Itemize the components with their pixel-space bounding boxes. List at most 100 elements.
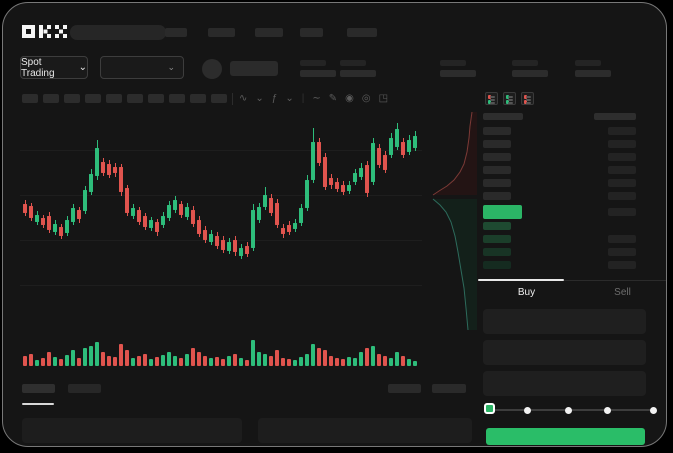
top-nav-item[interactable] bbox=[300, 28, 323, 37]
amount-slider-handle[interactable] bbox=[484, 403, 495, 414]
volume-bar bbox=[353, 358, 357, 366]
indicators-icon[interactable]: ƒ bbox=[271, 93, 278, 104]
volume-bar bbox=[191, 348, 195, 366]
candle-body bbox=[71, 208, 75, 222]
volume-bar bbox=[113, 357, 117, 366]
price-cell bbox=[483, 222, 511, 230]
bottom-action[interactable] bbox=[432, 384, 466, 393]
ask-row[interactable] bbox=[478, 127, 666, 135]
tab-buy[interactable]: Buy bbox=[478, 285, 575, 299]
slider-stop[interactable] bbox=[565, 407, 572, 414]
ticker-stat-value bbox=[300, 70, 336, 77]
draw-icon[interactable]: ✎ bbox=[328, 93, 338, 104]
tab-sell[interactable]: Sell bbox=[575, 285, 666, 299]
bid-row[interactable] bbox=[478, 248, 666, 256]
price-cell bbox=[483, 166, 511, 174]
ask-row[interactable] bbox=[478, 179, 666, 187]
fullscreen-icon[interactable]: ◳ bbox=[378, 93, 389, 104]
volume-bar bbox=[137, 356, 141, 366]
timeframe-button[interactable] bbox=[43, 94, 59, 103]
last-price-row[interactable] bbox=[478, 205, 666, 219]
candle-body bbox=[395, 129, 399, 147]
volume-bar bbox=[149, 359, 153, 366]
top-nav-item[interactable] bbox=[165, 28, 187, 37]
gridline bbox=[20, 195, 422, 196]
candle-body bbox=[245, 246, 249, 254]
amount-cell bbox=[608, 127, 636, 135]
camera-icon[interactable]: ◉ bbox=[345, 93, 354, 104]
okx-logo bbox=[22, 25, 68, 38]
market-type-selector[interactable]: Spot Trading ⌄ bbox=[20, 56, 88, 79]
top-nav-item[interactable] bbox=[255, 28, 283, 37]
volume-bar bbox=[155, 357, 159, 366]
timeframe-button[interactable] bbox=[106, 94, 122, 103]
amount-slider-track[interactable] bbox=[489, 409, 655, 411]
timeframe-button[interactable] bbox=[169, 94, 185, 103]
settings-icon[interactable]: ◎ bbox=[361, 93, 371, 104]
candle-body bbox=[77, 210, 81, 219]
timeframe-button[interactable] bbox=[148, 94, 164, 103]
search-input[interactable] bbox=[70, 25, 166, 40]
bottom-tab[interactable] bbox=[22, 384, 55, 393]
timeframe-button[interactable] bbox=[85, 94, 101, 103]
ask-row[interactable] bbox=[478, 192, 666, 200]
ticker-stat-label bbox=[512, 60, 538, 66]
timeframe-button[interactable] bbox=[211, 94, 227, 103]
timeframe-button[interactable] bbox=[22, 94, 38, 103]
candle-body bbox=[239, 248, 243, 256]
pair-selector[interactable]: ⌄ bbox=[100, 56, 184, 79]
bottom-panel bbox=[22, 418, 242, 443]
volume-bar bbox=[245, 360, 249, 366]
timeframe-button[interactable] bbox=[190, 94, 206, 103]
timeframe-button[interactable] bbox=[64, 94, 80, 103]
price-cell bbox=[483, 140, 511, 148]
amount-cell bbox=[608, 166, 636, 174]
ask-row[interactable] bbox=[478, 166, 666, 174]
candlestick-chart[interactable] bbox=[20, 112, 422, 332]
volume-bar bbox=[209, 358, 213, 366]
top-nav-item[interactable] bbox=[347, 28, 377, 37]
book-layout-asks-icon[interactable] bbox=[521, 92, 534, 105]
slider-stop[interactable] bbox=[604, 407, 611, 414]
buy-submit-button[interactable] bbox=[486, 428, 645, 445]
book-layout-split-icon[interactable] bbox=[485, 92, 498, 105]
chevron-down-icon[interactable]: ⌄ bbox=[255, 93, 264, 104]
bid-row[interactable] bbox=[478, 222, 666, 230]
volume-bar bbox=[383, 356, 387, 366]
candle-body bbox=[305, 180, 309, 208]
chevron-down-icon[interactable]: ⌄ bbox=[285, 93, 294, 104]
top-nav-item[interactable] bbox=[208, 28, 235, 37]
candle-body bbox=[335, 182, 339, 189]
ask-row[interactable] bbox=[478, 140, 666, 148]
candle-type-icon[interactable]: ∿ bbox=[239, 93, 248, 104]
volume-bar bbox=[89, 346, 93, 366]
candle-body bbox=[233, 240, 237, 252]
line-tools-icon[interactable]: ∼ bbox=[312, 93, 321, 104]
candle-body bbox=[173, 200, 177, 210]
order-field-2[interactable] bbox=[483, 340, 646, 365]
bottom-action[interactable] bbox=[388, 384, 421, 393]
timeframe-button[interactable] bbox=[127, 94, 143, 103]
order-field-3[interactable] bbox=[483, 371, 646, 396]
volume-bar bbox=[185, 354, 189, 366]
volume-bar bbox=[23, 356, 27, 366]
candle-body bbox=[215, 236, 219, 246]
book-layout-bids-icon[interactable] bbox=[503, 92, 516, 105]
volume-bar bbox=[275, 350, 279, 366]
bid-row[interactable] bbox=[478, 235, 666, 243]
ask-row[interactable] bbox=[478, 153, 666, 161]
volume-bar bbox=[197, 352, 201, 366]
candle-body bbox=[317, 142, 321, 163]
candle-body bbox=[107, 164, 111, 175]
chevron-down-icon: ⌄ bbox=[167, 62, 175, 72]
volume-bar bbox=[287, 359, 291, 366]
order-field-1[interactable] bbox=[483, 309, 646, 334]
volume-bar bbox=[341, 359, 345, 366]
buy-tab-label: Buy bbox=[517, 286, 536, 298]
slider-stop[interactable] bbox=[524, 407, 531, 414]
price-cell bbox=[483, 153, 511, 161]
slider-stop[interactable] bbox=[650, 407, 657, 414]
bid-row[interactable] bbox=[478, 261, 666, 269]
bottom-tab[interactable] bbox=[68, 384, 101, 393]
price-cell bbox=[483, 192, 511, 200]
